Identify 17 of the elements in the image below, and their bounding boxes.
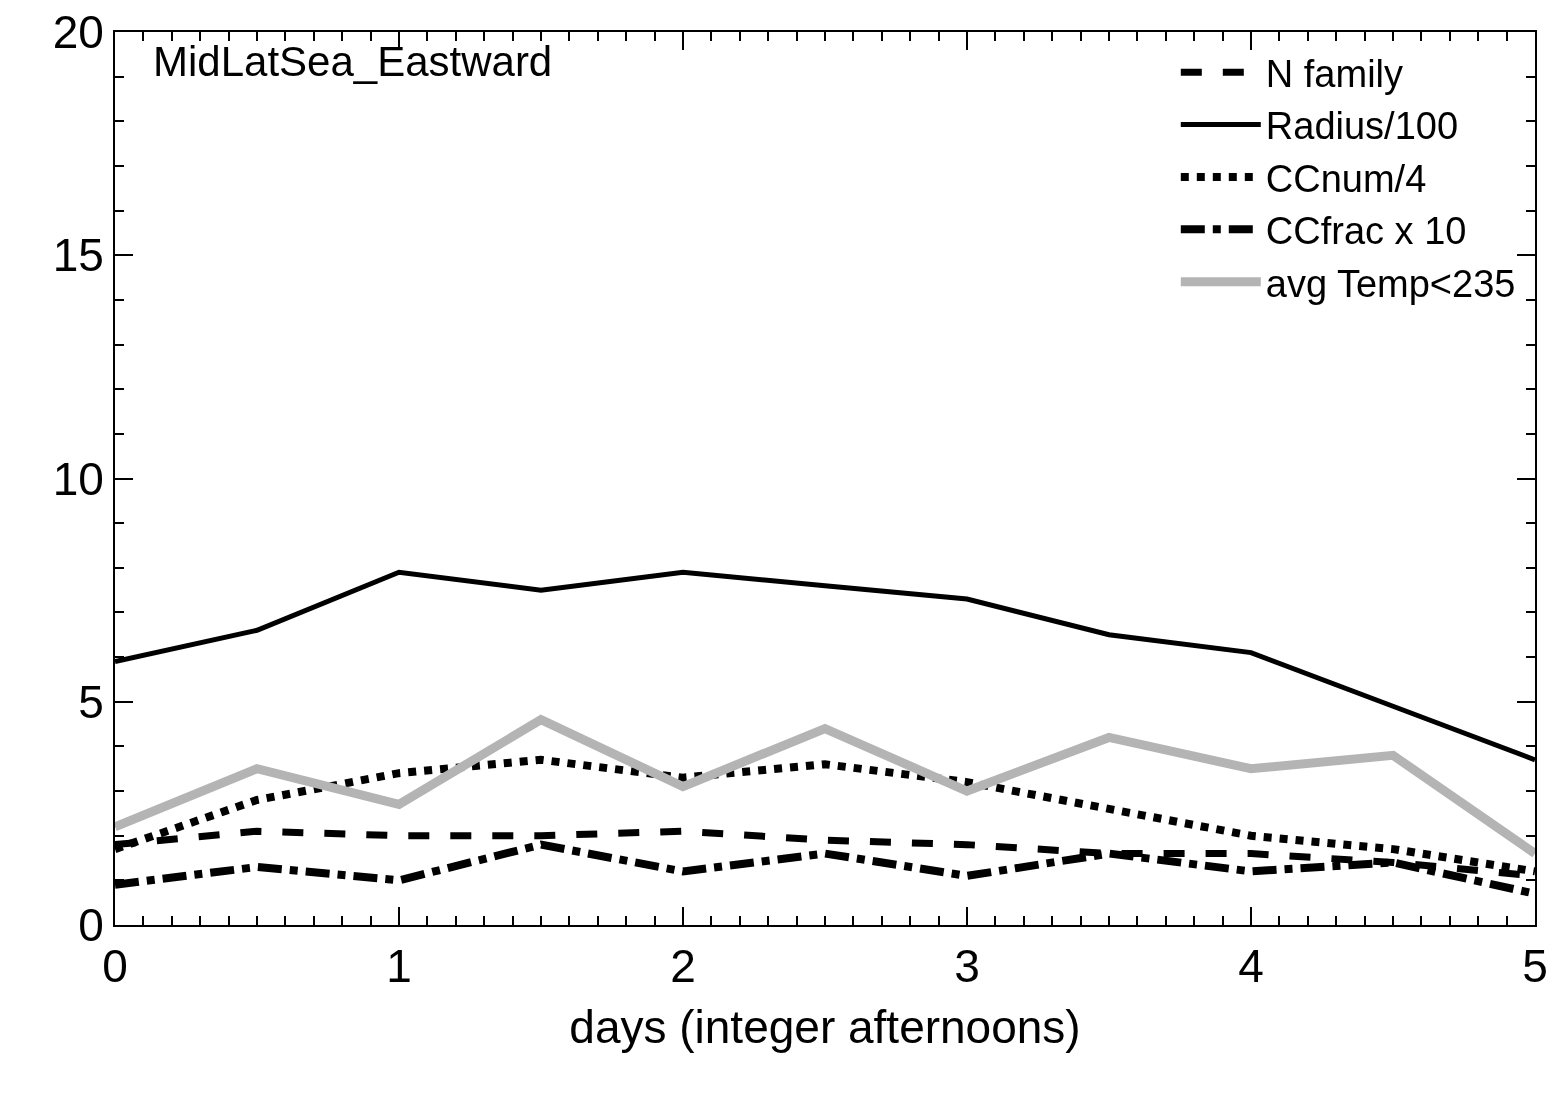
y-tick-label: 10 <box>52 452 104 505</box>
x-tick-label: 4 <box>1238 940 1264 993</box>
legend-label: CCnum/4 <box>1265 157 1427 200</box>
x-tick-label: 5 <box>1522 940 1548 993</box>
x-axis-title: days (integer afternoons) <box>569 1001 1081 1054</box>
annotation: MidLatSea_Eastward <box>153 38 553 85</box>
y-tick-label: 0 <box>78 899 104 952</box>
y-tick-label: 15 <box>52 229 104 282</box>
legend-label: N family <box>1265 52 1404 95</box>
legend-label: avg Temp<235 <box>1265 262 1516 305</box>
x-tick-label: 1 <box>386 940 412 993</box>
y-tick-label: 20 <box>52 6 104 59</box>
x-tick-label: 3 <box>954 940 980 993</box>
legend-label: Radius/100 <box>1265 105 1459 148</box>
legend-label: CCfrac x 10 <box>1265 210 1467 253</box>
x-tick-label: 2 <box>670 940 696 993</box>
y-tick-label: 5 <box>78 675 104 728</box>
